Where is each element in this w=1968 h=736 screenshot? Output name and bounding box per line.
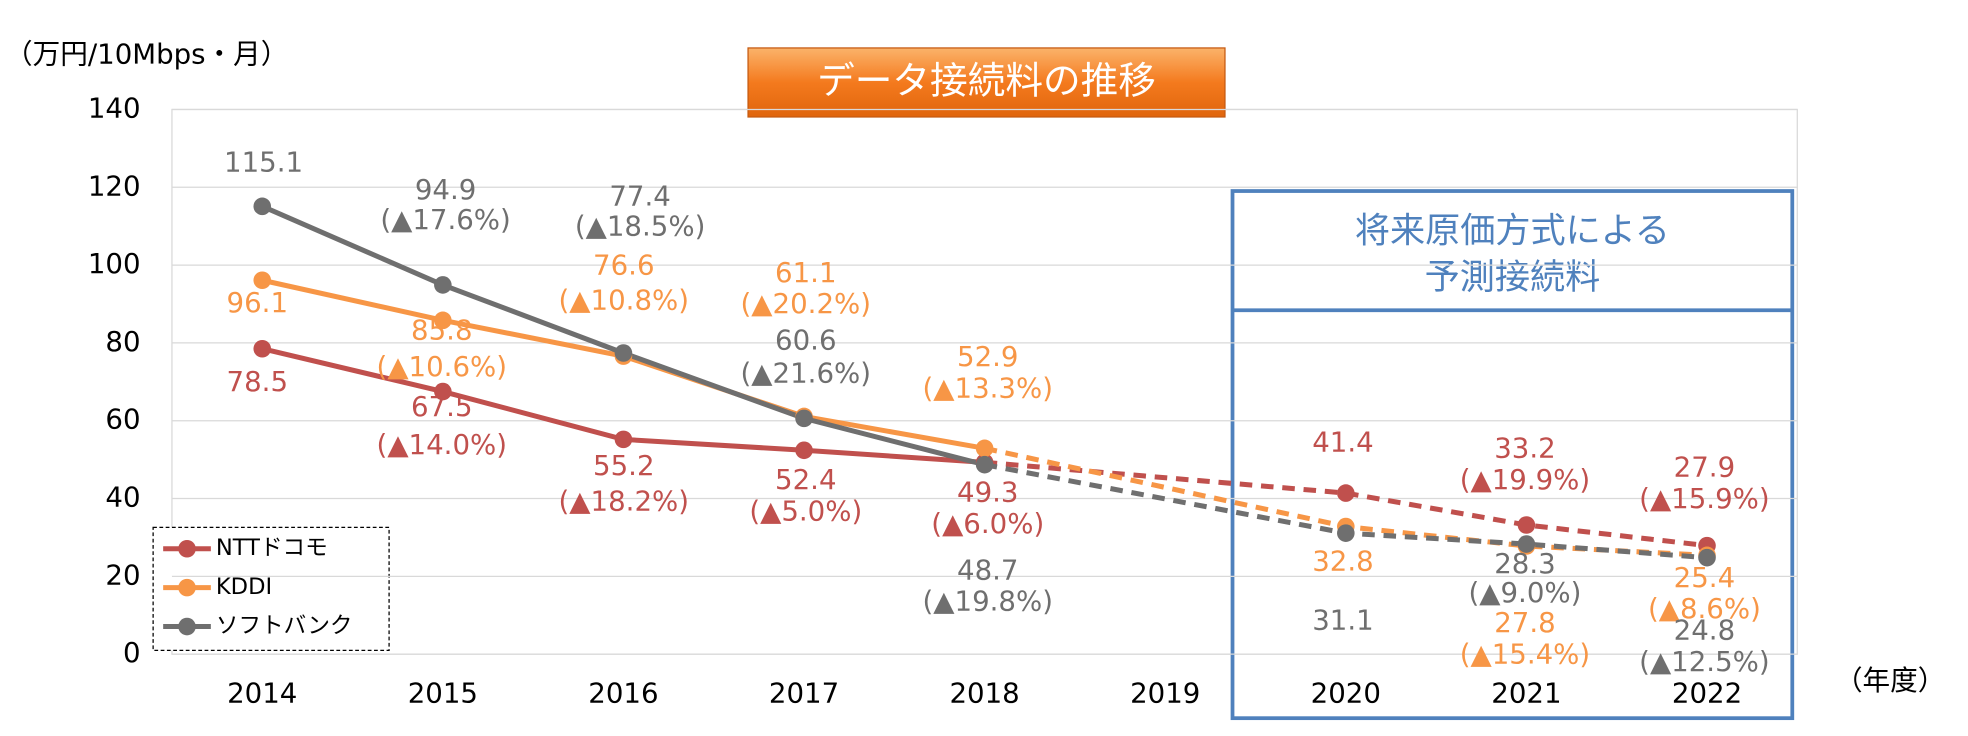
y-tick-label: 120 <box>88 169 141 202</box>
value-label: 55.2 <box>593 449 654 482</box>
change-label: (▲8.6%) <box>1648 592 1761 625</box>
change-label: (▲12.5%) <box>1639 645 1769 678</box>
change-label: (▲10.6%) <box>377 350 507 383</box>
value-label: 61.1 <box>775 256 836 289</box>
value-label: 78.5 <box>227 365 288 398</box>
change-label: (▲20.2%) <box>741 287 871 320</box>
x-tick-label: 2021 <box>1491 676 1561 709</box>
x-tick-label: 2016 <box>588 676 658 709</box>
value-label: 77.4 <box>609 179 670 212</box>
value-label: 115.1 <box>224 145 303 178</box>
legend-label: NTTドコモ <box>216 535 328 561</box>
point <box>253 339 272 358</box>
forecast-line <box>984 462 1708 561</box>
point <box>1698 548 1716 567</box>
value-label: 49.3 <box>957 476 1018 509</box>
change-label: (▲17.6%) <box>380 203 510 236</box>
change-label: (▲21.6%) <box>741 356 871 389</box>
point <box>614 430 633 449</box>
point <box>1337 524 1355 542</box>
point <box>253 271 272 290</box>
value-label: 96.1 <box>227 286 288 319</box>
change-label: (▲10.8%) <box>559 283 689 316</box>
value-label: 67.5 <box>411 390 472 423</box>
x-tick-label: 2022 <box>1672 676 1742 709</box>
forecast-box <box>1230 189 1795 721</box>
value-label: 28.3 <box>1494 547 1555 580</box>
value-label: 33.2 <box>1494 432 1555 465</box>
change-label: (▲19.8%) <box>923 585 1053 618</box>
point <box>975 439 994 458</box>
point <box>795 409 813 428</box>
y-tick-label: 100 <box>88 247 141 280</box>
value-label: 32.8 <box>1312 545 1373 578</box>
point <box>1517 516 1536 534</box>
point <box>434 276 452 294</box>
y-tick-label: 140 <box>88 91 141 124</box>
value-label: 25.4 <box>1674 561 1735 594</box>
legend-marker <box>178 539 196 558</box>
point <box>975 455 994 474</box>
legend-marker <box>178 578 196 597</box>
change-label: (▲6.0%) <box>931 507 1044 540</box>
chart-title: データ接続料の推移 <box>817 59 1156 103</box>
y-tick-label: 40 <box>105 481 140 514</box>
point <box>253 197 272 216</box>
change-label: (▲18.5%) <box>575 209 705 242</box>
change-label: (▲13.3%) <box>923 371 1053 404</box>
point <box>795 441 813 460</box>
change-label: (▲5.0%) <box>749 494 862 527</box>
point <box>614 344 633 362</box>
value-label: 85.8 <box>411 314 472 347</box>
value-label: 52.9 <box>957 340 1018 373</box>
y-tick-label: 0 <box>123 636 141 669</box>
value-label: 24.8 <box>1674 614 1735 647</box>
x-tick-label: 2014 <box>227 676 297 709</box>
y-unit-label: （万円/10Mbps・月） <box>5 37 288 70</box>
change-label: (▲19.9%) <box>1460 463 1590 496</box>
point <box>1517 535 1536 553</box>
value-label: 27.8 <box>1494 606 1555 639</box>
x-tick-label: 2018 <box>949 676 1019 709</box>
x-tick-label: 2015 <box>408 676 478 709</box>
x-unit-label: （年度） <box>1835 664 1945 697</box>
change-label: (▲15.9%) <box>1639 482 1769 515</box>
change-label: (▲18.2%) <box>559 484 689 517</box>
title-box <box>747 47 1226 118</box>
x-tick-label: 2020 <box>1311 676 1381 709</box>
forecast-label: 将来原価方式による <box>1355 210 1670 251</box>
legend-marker <box>178 617 196 636</box>
legend-label: KDDI <box>216 574 272 600</box>
change-label: (▲9.0%) <box>1468 576 1581 609</box>
x-tick-label: 2019 <box>1130 676 1200 709</box>
legend-label: ソフトバンク <box>216 613 353 639</box>
forecast-label: 予測接続料 <box>1425 257 1601 298</box>
value-label: 48.7 <box>957 553 1018 586</box>
series-line <box>261 204 986 468</box>
change-label: (▲15.4%) <box>1460 637 1590 670</box>
value-label: 27.9 <box>1674 450 1735 483</box>
value-label: 52.4 <box>775 463 836 496</box>
x-tick-label: 2017 <box>769 676 839 709</box>
value-label: 94.9 <box>415 173 476 206</box>
value-label: 76.6 <box>593 248 654 281</box>
point <box>434 382 452 401</box>
y-tick-label: 20 <box>105 558 140 591</box>
y-tick-label: 80 <box>105 325 140 358</box>
value-label: 31.1 <box>1312 604 1373 637</box>
value-label: 60.6 <box>775 324 836 357</box>
point <box>434 311 452 330</box>
y-tick-label: 60 <box>105 403 140 436</box>
point <box>1337 484 1355 502</box>
forecast-line <box>984 459 1708 549</box>
change-label: (▲14.0%) <box>377 428 507 461</box>
value-label: 41.4 <box>1312 425 1373 458</box>
